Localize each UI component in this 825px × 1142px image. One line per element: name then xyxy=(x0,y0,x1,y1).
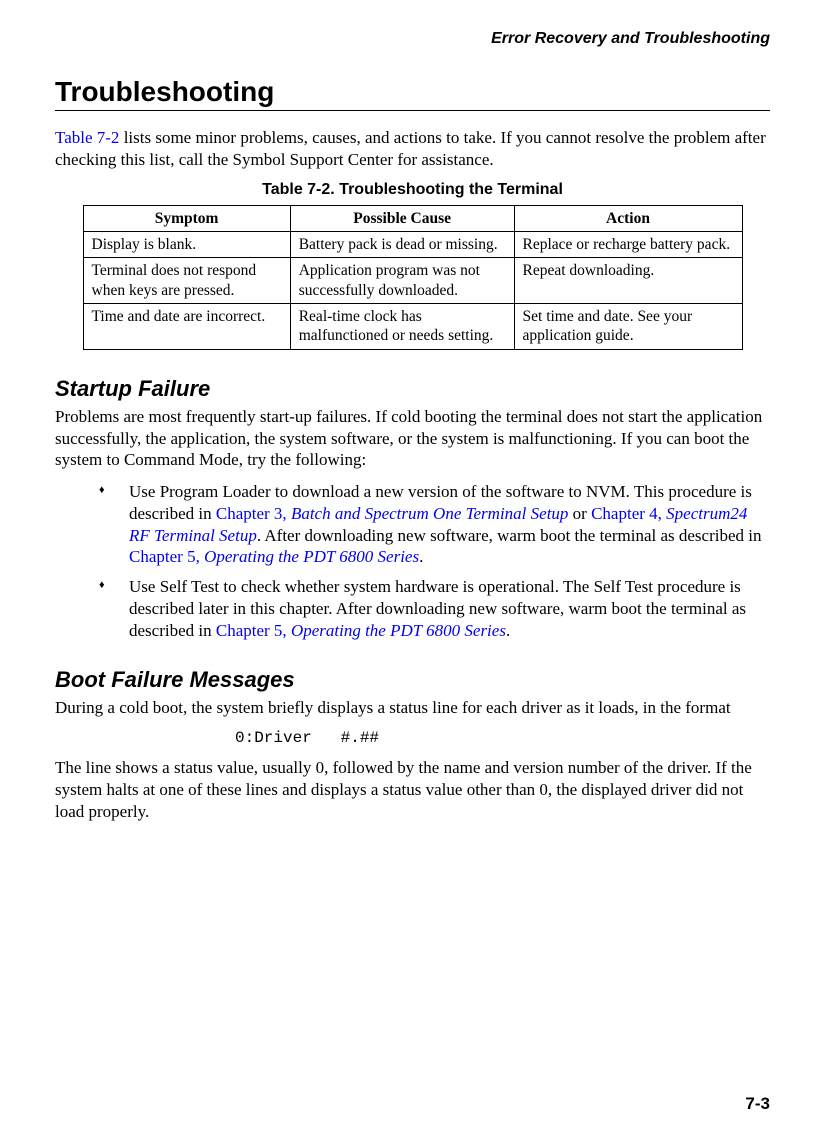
boot-failure-explain: The line shows a status value, usually 0… xyxy=(55,757,770,822)
xref-chapter-5[interactable]: Chapter 5, xyxy=(216,621,291,640)
td-symptom: Terminal does not respond when keys are … xyxy=(83,258,290,304)
text: . xyxy=(419,547,423,566)
running-head: Error Recovery and Troubleshooting xyxy=(55,30,770,48)
th-action: Action xyxy=(514,205,742,231)
table-row: Time and date are incorrect. Real-time c… xyxy=(83,304,742,350)
intro-text: lists some minor problems, causes, and a… xyxy=(55,128,766,169)
td-cause: Real-time clock has malfunctioned or nee… xyxy=(290,304,514,350)
startup-failure-paragraph: Problems are most frequently start-up fa… xyxy=(55,406,770,471)
code-sample: 0:Driver #.## xyxy=(235,729,770,747)
page-number: 7-3 xyxy=(745,1094,770,1114)
intro-paragraph: Table 7-2 lists some minor problems, cau… xyxy=(55,127,770,171)
bullet-list: Use Program Loader to download a new ver… xyxy=(55,481,770,641)
text: . After downloading new software, warm b… xyxy=(257,526,762,545)
td-action: Set time and date. See your application … xyxy=(514,304,742,350)
table-body: Display is blank. Battery pack is dead o… xyxy=(83,231,742,349)
xref-chapter-3[interactable]: Chapter 3, xyxy=(216,504,291,523)
text: or xyxy=(568,504,591,523)
section-heading-troubleshooting: Troubleshooting xyxy=(55,76,770,111)
xref-chapter-5-title[interactable]: Operating the PDT 6800 Series xyxy=(291,621,506,640)
th-cause: Possible Cause xyxy=(290,205,514,231)
xref-chapter-3-title[interactable]: Batch and Spectrum One Terminal Setup xyxy=(291,504,568,523)
td-action: Replace or recharge battery pack. xyxy=(514,231,742,257)
text: . xyxy=(506,621,510,640)
td-cause: Application program was not successfully… xyxy=(290,258,514,304)
td-action: Repeat downloading. xyxy=(514,258,742,304)
list-item: Use Self Test to check whether system ha… xyxy=(99,576,770,641)
xref-chapter-5[interactable]: Chapter 5, xyxy=(129,547,204,566)
subheading-boot-failure-messages: Boot Failure Messages xyxy=(55,667,770,693)
table-caption: Table 7-2. Troubleshooting the Terminal xyxy=(55,181,770,199)
list-item: Use Program Loader to download a new ver… xyxy=(99,481,770,568)
td-cause: Battery pack is dead or missing. xyxy=(290,231,514,257)
xref-table-7-2[interactable]: Table 7-2 xyxy=(55,128,119,147)
th-symptom: Symptom xyxy=(83,205,290,231)
td-symptom: Display is blank. xyxy=(83,231,290,257)
troubleshooting-table: Symptom Possible Cause Action Display is… xyxy=(83,205,743,350)
xref-chapter-5-title[interactable]: Operating the PDT 6800 Series xyxy=(204,547,419,566)
xref-chapter-4[interactable]: Chapter 4, xyxy=(591,504,666,523)
boot-failure-intro: During a cold boot, the system briefly d… xyxy=(55,697,770,719)
table-row: Terminal does not respond when keys are … xyxy=(83,258,742,304)
table-header-row: Symptom Possible Cause Action xyxy=(83,205,742,231)
td-symptom: Time and date are incorrect. xyxy=(83,304,290,350)
table-row: Display is blank. Battery pack is dead o… xyxy=(83,231,742,257)
subheading-startup-failure: Startup Failure xyxy=(55,376,770,402)
page: Error Recovery and Troubleshooting Troub… xyxy=(0,0,825,1142)
